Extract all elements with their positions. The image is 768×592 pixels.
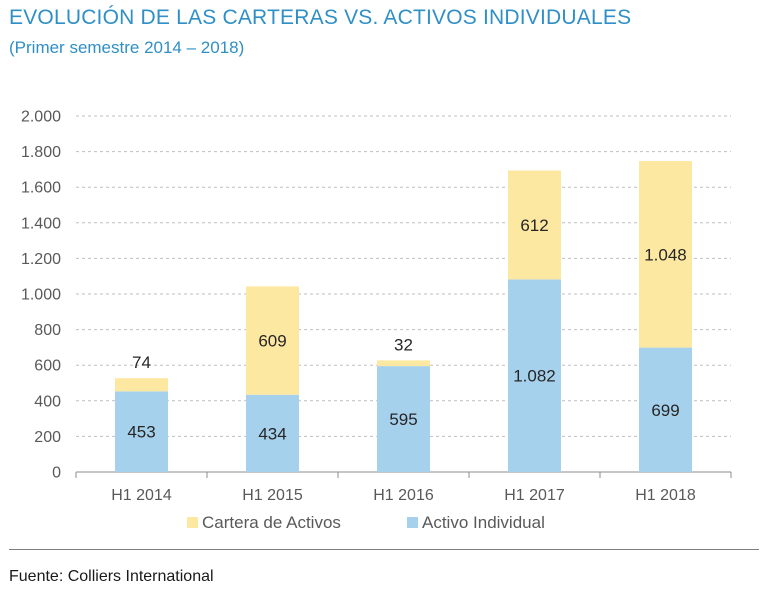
data-label-activo-individual: 434 — [258, 424, 286, 443]
bar-cartera-de-activos — [508, 170, 561, 280]
data-label-cartera-de-activos: 612 — [520, 216, 548, 235]
chart-subtitle: (Primer semestre 2014 – 2018) — [9, 38, 245, 57]
bar-activo-individual — [246, 394, 299, 472]
bar-cartera-de-activos — [115, 378, 168, 392]
bar-cartera-de-activos — [639, 161, 692, 348]
y-tick-label: 1.400 — [21, 215, 61, 232]
data-label-cartera-de-activos: 1.048 — [644, 245, 687, 264]
legend-swatch — [407, 517, 418, 528]
chart-title: EVOLUCIÓN DE LAS CARTERAS VS. ACTIVOS IN… — [9, 6, 632, 29]
bar-activo-individual — [377, 366, 430, 472]
data-label-activo-individual: 699 — [651, 401, 679, 420]
source-note: Fuente: Colliers International — [9, 568, 214, 585]
legend-label: Cartera de Activos — [202, 513, 341, 532]
y-tick-label: 600 — [34, 358, 61, 375]
y-tick-label: 800 — [34, 322, 61, 339]
y-tick-label: 0 — [52, 465, 61, 482]
y-tick-label: 1.200 — [21, 251, 61, 268]
bar-activo-individual — [115, 391, 168, 472]
y-tick-label: 200 — [34, 429, 61, 446]
x-tick-label: H1 2014 — [111, 487, 172, 504]
data-label-cartera-de-activos: 74 — [132, 353, 151, 372]
x-tick-label: H1 2016 — [373, 487, 434, 504]
data-label-activo-individual: 595 — [389, 410, 417, 429]
y-tick-label: 1.800 — [21, 144, 61, 161]
x-tick-label: H1 2018 — [635, 487, 696, 504]
data-label-activo-individual: 453 — [127, 423, 155, 442]
y-tick-label: 1.600 — [21, 180, 61, 197]
bar-activo-individual — [508, 279, 561, 472]
stacked-bar-chart: 0 200 400 600 800 1.000 1.200 1.400 1.600 1.800 2.… — [21, 109, 732, 532]
y-tick-label: 1.000 — [21, 287, 61, 304]
x-tick-label: H1 2017 — [504, 487, 565, 504]
data-label-cartera-de-activos: 32 — [394, 335, 413, 354]
data-label-cartera-de-activos: 609 — [258, 332, 286, 351]
legend-label: Activo Individual — [422, 513, 545, 532]
data-label-activo-individual: 1.082 — [513, 367, 556, 386]
legend-swatch — [187, 517, 198, 528]
y-tick-label: 400 — [34, 393, 61, 410]
bar-activo-individual — [639, 347, 692, 472]
bar-cartera-de-activos — [377, 360, 430, 367]
x-tick-label: H1 2015 — [242, 487, 303, 504]
divider — [9, 549, 759, 550]
bar-cartera-de-activos — [246, 286, 299, 395]
y-tick-label: 2.000 — [21, 109, 61, 126]
